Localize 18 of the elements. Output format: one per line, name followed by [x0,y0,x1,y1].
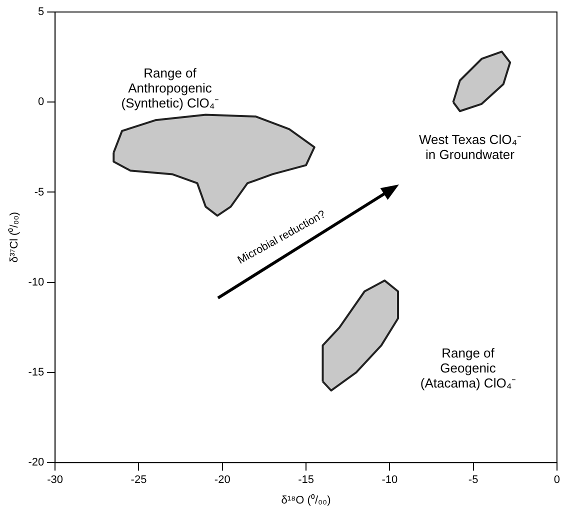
y-tick-label: 5 [38,6,44,18]
annotation: Range of Anthropogenic (Synthetic) ClO₄⁻ [121,66,219,110]
y-tick-label: -5 [34,186,44,198]
x-axis-title: δ¹⁸O (⁰/₀₀) [281,493,331,506]
y-tick-label: -20 [28,456,44,469]
y-tick-label: -10 [28,276,44,288]
y-tick-label: -15 [28,366,44,379]
x-tick-label: -30 [47,474,64,486]
y-axis-title: δ³⁷Cl (⁰/₀₀) [8,212,21,263]
x-tick-label: -25 [130,474,147,486]
annotation: West Texas ClO₄⁻ in Groundwater [418,132,522,162]
y-tick-label: 0 [38,96,44,108]
x-tick-label: 0 [554,474,560,486]
x-tick-label: -20 [214,474,230,486]
x-tick-label: -10 [382,474,398,486]
annotation: Range of Geogenic (Atacama) ClO₄⁻ [420,346,516,390]
x-tick-label: -5 [468,474,478,486]
x-tick-label: -15 [298,474,314,486]
